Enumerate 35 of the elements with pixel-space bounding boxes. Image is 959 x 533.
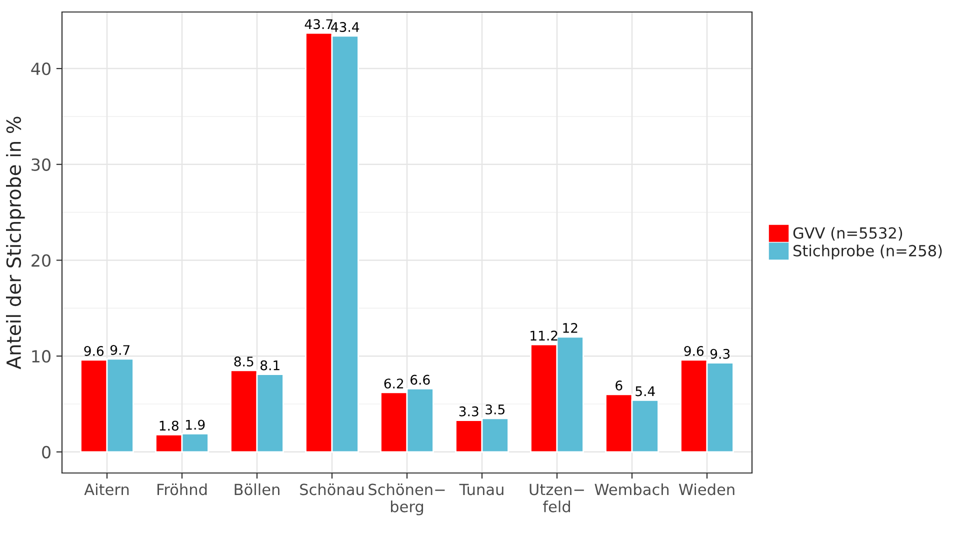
y-tick-label: 40 [31, 62, 50, 76]
data-label: 5.4 [636, 386, 655, 396]
x-tick-label: Wieden [678, 483, 734, 496]
data-label: 6.6 [410, 374, 430, 385]
data-label: 6.2 [384, 378, 404, 389]
x-tick-label: Fröhnd [157, 483, 207, 496]
data-label: 1.8 [160, 420, 178, 431]
x-tick-label: Wembach [594, 483, 669, 496]
x-tick-label: Aitern [84, 483, 129, 496]
data-label: 6 [616, 380, 622, 390]
data-label: 9.6 [84, 346, 104, 356]
x-tick-label: Utzen− feld [530, 484, 584, 512]
data-label: 8.1 [260, 360, 280, 370]
x-tick-label: Böllen [234, 483, 280, 496]
data-label: 43.7 [304, 19, 332, 30]
data-label: 12 [563, 322, 578, 333]
x-tick-label: Schönau [300, 483, 364, 496]
data-label: 1.9 [186, 420, 205, 430]
y-tick-label: 20 [32, 254, 50, 267]
data-label: 3.5 [486, 404, 504, 414]
data-label: 9.7 [110, 345, 130, 356]
data-label: 9.6 [684, 346, 704, 356]
x-tick-label: Tunau [459, 484, 504, 496]
y-tick-label: 0 [42, 446, 50, 458]
y-axis-title: Anteil der Stichprobe in % [6, 116, 25, 370]
data-label: 9.3 [710, 348, 730, 359]
y-tick-label: 30 [32, 158, 50, 171]
legend-label: Stichprobe (n=258) [794, 244, 942, 260]
y-tick-label: 10 [32, 350, 50, 363]
data-label: 8.5 [234, 356, 254, 367]
data-label: 11.2 [530, 330, 558, 340]
data-label: 43.4 [331, 22, 360, 32]
legend-label: GVV (n=5532) [793, 226, 902, 241]
x-tick-label: Schönen− berg [368, 483, 445, 516]
data-label: 3.3 [459, 406, 478, 416]
